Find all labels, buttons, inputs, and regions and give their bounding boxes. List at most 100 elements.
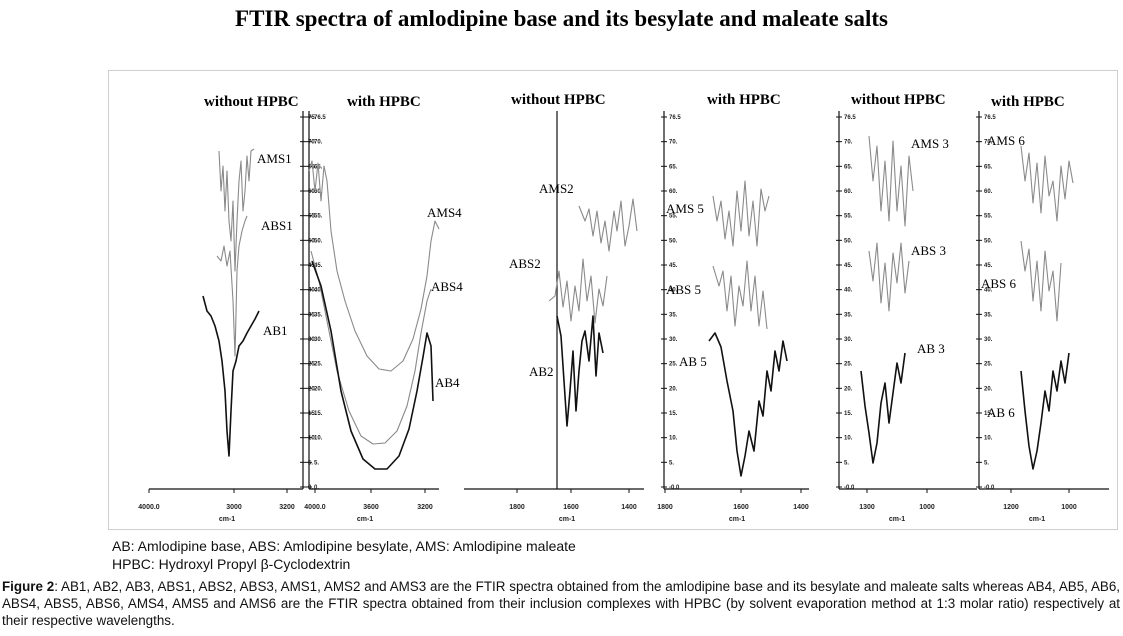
panel-title: with HPBC xyxy=(347,94,421,110)
y-tick-label: 76.5 xyxy=(669,115,681,121)
x-tick-label: 1800 xyxy=(509,504,525,511)
y-tick-label: 5. xyxy=(314,460,319,466)
y-tick-label: 40. xyxy=(314,288,323,294)
trace-label: AMS4 xyxy=(427,205,462,220)
x-tick-label: 1600 xyxy=(733,504,749,511)
spectrum-trace xyxy=(1020,240,1062,322)
trace-label: AB1 xyxy=(263,323,288,338)
y-tick-label: 70. xyxy=(669,140,678,146)
spectrum-trace xyxy=(868,135,914,227)
trace-label: AB2 xyxy=(529,364,554,379)
y-tick-label: 50. xyxy=(308,238,317,244)
trace-label: ABS 5 xyxy=(666,282,701,297)
y-tick-label: 20. xyxy=(844,386,853,392)
caption-label: Figure 2 xyxy=(2,579,55,594)
figure-frame: 75. 70. 65. 60. 55. 50. 45. 40. 35. 30. 25. 20. 15. 1… xyxy=(108,70,1118,530)
y-tick-label: -0.0 xyxy=(844,485,855,491)
spectrum-trace xyxy=(311,260,434,470)
y-tick-label: 20. xyxy=(984,386,993,392)
spectrum-trace xyxy=(310,250,432,445)
x-tick-label: 3000 xyxy=(226,504,242,511)
y-tick-label: 65. xyxy=(984,164,993,170)
y-tick-label: 35. xyxy=(669,312,678,318)
spectrum-trace xyxy=(556,315,604,427)
x-tick-label: 4000.0 xyxy=(304,504,326,511)
y-tick-label: 60. xyxy=(844,189,853,195)
y-tick-label: 45. xyxy=(314,263,323,269)
trace-label: ABS4 xyxy=(431,279,463,294)
trace-label: AB 3 xyxy=(917,341,945,356)
y-tick-label: 10. xyxy=(984,436,993,442)
y-tick-label: 25. xyxy=(669,362,678,368)
spectra-figure: 75. 70. 65. 60. 55. 50. 45. 40. 35. 30. 25. 20. 15. 1… xyxy=(138,92,1109,523)
y-tick-label: 35. xyxy=(984,312,993,318)
y-tick-label: 25. xyxy=(314,362,323,368)
x-tick-label: 4000.0 xyxy=(138,504,160,511)
spectrum-trace xyxy=(218,148,255,272)
x-unit-label: cm-1 xyxy=(559,516,575,523)
trace-label: AMS1 xyxy=(257,151,292,166)
y-tick-label: 60. xyxy=(308,189,317,195)
y-tick-label: 65. xyxy=(844,164,853,170)
y-tick-label: 55. xyxy=(669,214,678,220)
y-tick-label: 55. xyxy=(984,214,993,220)
y-tick-label: 60. xyxy=(314,189,323,195)
y-tick-label: 60. xyxy=(669,189,678,195)
trace-label: AMS 5 xyxy=(666,201,704,216)
y-tick-label: 0. xyxy=(308,485,313,491)
figure-caption: Figure 2: AB1, AB2, AB3, ABS1, ABS2, ABS… xyxy=(2,578,1120,629)
abbreviation-legend: AB: Amlodipine base, ABS: Amlodipine bes… xyxy=(112,538,576,554)
y-tick-label: 50. xyxy=(984,238,993,244)
y-tick-label: 50. xyxy=(844,238,853,244)
x-tick-label: 1400 xyxy=(793,504,809,511)
spectrum-trace xyxy=(216,215,248,357)
x-tick-label: 1800 xyxy=(657,504,673,511)
hpbc-legend: HPBC: Hydroxyl Propyl β-Cyclodextrin xyxy=(112,556,351,572)
y-tick-label: 40. xyxy=(308,288,317,294)
y-tick-label: 76.5 xyxy=(314,115,326,121)
x-tick-label: 3200 xyxy=(417,504,433,511)
spectrum-trace xyxy=(308,160,440,372)
x-unit-label: cm-1 xyxy=(729,516,745,523)
spectrum-trace xyxy=(712,180,770,247)
y-tick-label: 35. xyxy=(844,312,853,318)
panel-title: without HPBC xyxy=(851,92,946,108)
y-tick-label: -0.0 xyxy=(669,485,680,491)
y-tick-label: 50. xyxy=(669,238,678,244)
trace-label: ABS 3 xyxy=(911,243,946,258)
y-tick-label: 70. xyxy=(984,140,993,146)
x-unit-label: cm-1 xyxy=(1029,516,1045,523)
y-tick-label: 20. xyxy=(314,386,323,392)
y-tick-label: 76.5 xyxy=(844,115,856,121)
y-tick-label: 5. xyxy=(669,460,674,466)
y-tick-label: 5. xyxy=(984,460,989,466)
y-tick-label: 45. xyxy=(669,263,678,269)
x-tick-label: 3200 xyxy=(279,504,295,511)
y-tick-label: 45. xyxy=(844,263,853,269)
y-tick-label: 10. xyxy=(308,436,317,442)
y-tick-label: 15. xyxy=(669,411,678,417)
y-tick-label: -0.0 xyxy=(984,485,995,491)
spectrum-trace xyxy=(202,295,260,457)
x-tick-label: 1600 xyxy=(563,504,579,511)
y-tick-label: 75. xyxy=(308,115,317,121)
y-tick-label: 60. xyxy=(984,189,993,195)
y-tick-label: 20. xyxy=(669,386,678,392)
y-tick-label: 30. xyxy=(844,337,853,343)
y-tick-label: 35. xyxy=(308,312,317,318)
x-tick-label: 1000 xyxy=(919,504,935,511)
y-tick-label: 10. xyxy=(314,436,323,442)
panel-title: without HPBC xyxy=(511,92,606,108)
y-tick-label: 0. xyxy=(314,485,319,491)
caption-text: : AB1, AB2, AB3, ABS1, ABS2, ABS3, AMS1,… xyxy=(2,579,1121,628)
y-tick-label: 40. xyxy=(669,288,678,294)
y-tick-label: 55. xyxy=(844,214,853,220)
trace-label: ABS2 xyxy=(509,256,541,271)
y-tick-label: 5. xyxy=(844,460,849,466)
y-tick-label: 76.5 xyxy=(984,115,996,121)
y-tick-label: 45. xyxy=(308,263,317,269)
trace-label: AMS 6 xyxy=(987,133,1025,148)
spectrum-trace xyxy=(578,198,638,252)
panel-title: with HPBC xyxy=(707,92,781,108)
y-tick-label: 25. xyxy=(844,362,853,368)
